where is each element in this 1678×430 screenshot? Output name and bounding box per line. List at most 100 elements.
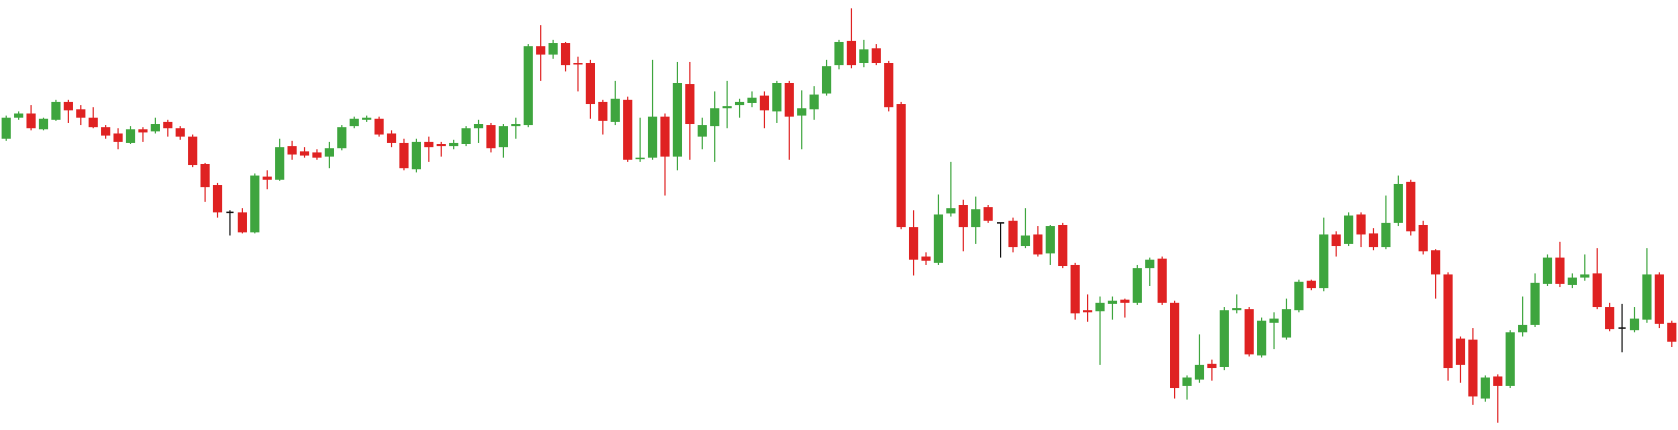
candle-body xyxy=(1095,302,1105,312)
candle-body xyxy=(1070,264,1080,314)
candle-body xyxy=(1580,274,1590,278)
candle-body xyxy=(1567,277,1577,285)
candle-body xyxy=(1269,318,1279,323)
candle-body xyxy=(1008,220,1018,248)
candle-body xyxy=(362,117,372,120)
candle-body xyxy=(38,118,49,130)
candle-body xyxy=(1530,282,1540,325)
candle-body xyxy=(1356,214,1366,235)
candle-body xyxy=(14,113,24,118)
candle-body xyxy=(747,97,757,103)
candle-body xyxy=(548,43,558,55)
candle-body xyxy=(399,142,409,169)
candle-body xyxy=(933,214,944,263)
candle-body xyxy=(1145,259,1155,269)
candle-body xyxy=(349,118,359,127)
candle-body xyxy=(697,125,707,137)
candle-body xyxy=(809,94,819,110)
candle-body xyxy=(523,46,533,126)
candle-body xyxy=(896,104,906,228)
candle-body xyxy=(287,146,297,155)
candle-body xyxy=(1207,363,1217,369)
candle-body xyxy=(1368,233,1379,248)
candle-body xyxy=(610,98,620,122)
candle-body xyxy=(797,108,807,116)
candle-body xyxy=(511,124,521,127)
candle-body xyxy=(1667,322,1677,342)
candle-body xyxy=(1592,273,1602,308)
candle-body xyxy=(560,43,571,66)
candle-body xyxy=(1480,377,1490,399)
candle-body xyxy=(971,209,981,228)
candle-body xyxy=(958,205,968,228)
candle-body xyxy=(113,133,123,142)
candle-body xyxy=(1281,309,1292,338)
candle-body xyxy=(498,126,508,148)
candle-body xyxy=(1232,308,1242,311)
candle-body xyxy=(772,82,782,112)
candle-body xyxy=(884,63,894,108)
candle-body xyxy=(101,127,111,136)
candle-body xyxy=(200,163,210,188)
candle-body xyxy=(1629,318,1640,331)
candle-body xyxy=(859,49,869,64)
candle-body xyxy=(250,175,260,233)
candle-body xyxy=(1033,234,1043,255)
candle-body xyxy=(598,101,608,121)
candle-body xyxy=(1431,250,1441,275)
candle-body xyxy=(1344,215,1354,244)
candle-body xyxy=(473,124,484,129)
candle-body xyxy=(1605,307,1615,330)
candle-body xyxy=(635,157,645,160)
candle-body xyxy=(685,84,695,125)
candle-body xyxy=(374,118,384,135)
candle-body xyxy=(436,144,446,147)
candle-body xyxy=(150,124,160,132)
candle-body xyxy=(1194,364,1205,380)
candle-body xyxy=(424,141,434,148)
candle-body xyxy=(88,117,98,128)
candle-body xyxy=(411,141,421,170)
candle-body xyxy=(461,128,471,144)
candle-body xyxy=(1542,257,1553,284)
candle-body xyxy=(1045,226,1055,254)
candle-body xyxy=(163,121,173,129)
candle-body xyxy=(1294,281,1304,311)
candle-body xyxy=(921,256,931,261)
candle-body xyxy=(585,63,596,105)
candle-body xyxy=(734,101,745,106)
candle-body xyxy=(63,101,73,111)
candle-body xyxy=(660,116,670,157)
candle-body xyxy=(821,66,832,94)
candle-body xyxy=(51,101,61,120)
candle-body xyxy=(312,152,322,158)
candle-body xyxy=(125,129,136,143)
candle-body xyxy=(647,116,658,158)
candle-body xyxy=(1058,224,1068,267)
candle-body xyxy=(486,125,496,149)
candle-body xyxy=(672,82,683,157)
candle-body xyxy=(1331,234,1341,247)
candle-body xyxy=(1455,338,1466,365)
candle-body xyxy=(834,41,844,66)
candle-body xyxy=(262,176,272,180)
candle-body xyxy=(212,185,223,213)
candle-body xyxy=(299,151,310,156)
candle-body xyxy=(1306,280,1316,289)
candle-body xyxy=(1493,376,1503,386)
candle-body xyxy=(1654,274,1664,324)
candle-body xyxy=(1170,302,1180,389)
candle-body xyxy=(188,136,198,166)
candle-body xyxy=(908,227,919,260)
candle-body xyxy=(26,113,36,129)
candle-body xyxy=(76,109,86,118)
candle-body xyxy=(337,127,347,149)
candle-body xyxy=(784,82,794,117)
candle-body xyxy=(1244,309,1254,355)
candle-body xyxy=(1,117,11,139)
candle-body xyxy=(759,95,770,111)
candle-body xyxy=(1555,257,1565,284)
candle-body xyxy=(275,147,285,180)
candle-body xyxy=(324,148,334,157)
